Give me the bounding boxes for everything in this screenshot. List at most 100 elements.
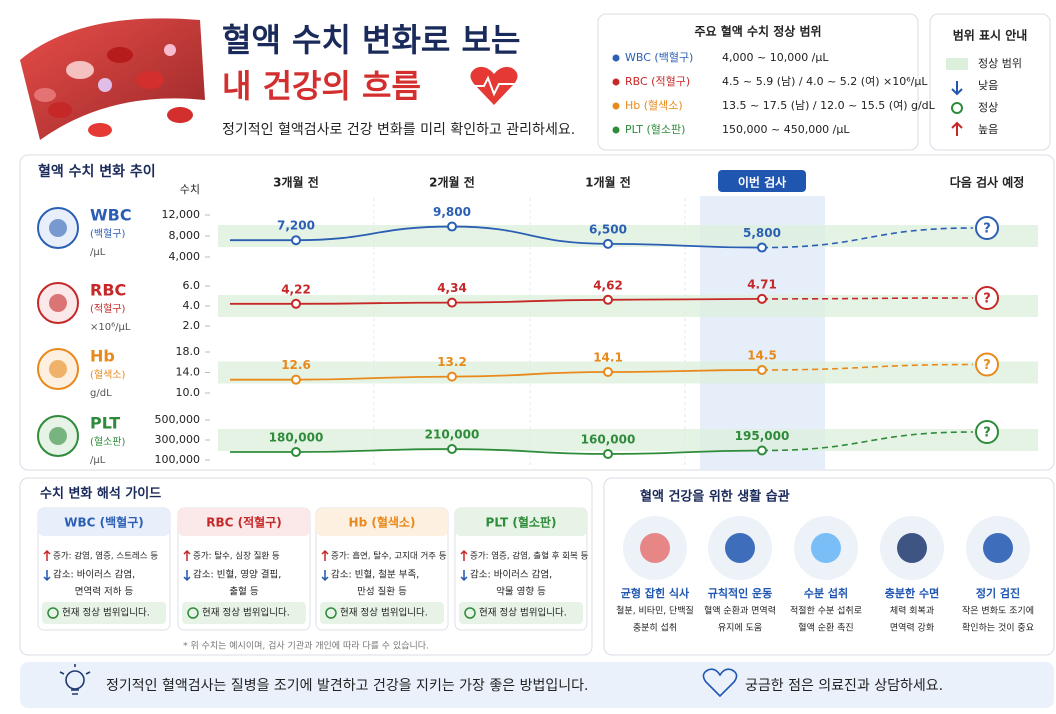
guide-status: 현재 정상 범위입니다.	[62, 607, 150, 619]
range-dot	[612, 78, 620, 86]
legend-band	[946, 58, 968, 70]
guide-card-header	[38, 508, 170, 536]
axis-label: 수치	[180, 183, 200, 196]
value-label: 14.5	[747, 348, 777, 362]
series-subtitle: (혈소판)	[90, 435, 126, 448]
habit-icon	[983, 533, 1013, 563]
data-point	[291, 374, 301, 385]
data-point	[603, 449, 613, 459]
value-label: 4.71	[747, 277, 777, 291]
range-value: 150,000 ~ 450,000 /μL	[722, 123, 850, 136]
series-line	[295, 298, 763, 305]
legend-low	[951, 81, 963, 96]
forecast-label: ?	[983, 222, 991, 237]
range-dot	[612, 54, 620, 62]
footer-left: 정기적인 혈액검사는 질병을 조기에 발견하고 건강을 지키는 가장 좋은 방법…	[106, 678, 588, 694]
data-point	[757, 364, 767, 375]
habit-desc: 면역력 강화	[890, 622, 934, 634]
legend-title: 범위 표시 안내	[953, 28, 1028, 43]
value-label: 7,200	[277, 219, 315, 233]
marker-icon-core	[49, 294, 67, 312]
down-arrow	[183, 570, 191, 582]
legend-high	[951, 121, 963, 136]
habit-name: 충분한 수면	[885, 586, 939, 600]
y-tick-label: 10.0	[176, 386, 201, 399]
status-check	[187, 607, 199, 619]
forecast-label: ?	[983, 358, 991, 373]
value-label: 4,34	[437, 281, 467, 295]
up-arrow	[460, 549, 468, 561]
legend-label: 낮음	[978, 79, 998, 92]
habit-desc: 혈액 순환과 면역력	[704, 605, 776, 617]
forecast-marker	[975, 352, 999, 377]
range-value: 4.5 ~ 5.9 (남) / 4.0 ~ 5.2 (여) ×10⁶/μL	[722, 75, 928, 88]
category-label: 3개월 전	[273, 175, 319, 190]
series-line	[295, 369, 763, 381]
value-label: 195,000	[735, 429, 790, 443]
series-line	[295, 225, 763, 249]
guide-status: 현재 정상 범위입니다.	[202, 607, 290, 619]
series-line	[295, 448, 763, 455]
value-label: 210,000	[425, 428, 480, 442]
data-point	[447, 371, 457, 382]
subtitle: 정기적인 혈액검사로 건강 변화를 미리 확인하고 관리하세요.	[222, 122, 575, 138]
forecast-line	[761, 363, 974, 371]
guide-note: * 위 수치는 예시이며, 검사 기관과 개인에 따라 다를 수 있습니다.	[183, 640, 429, 652]
habit-icon	[725, 533, 755, 563]
data-point	[603, 294, 613, 305]
y-tick-label: 500,000	[155, 413, 201, 426]
status-box	[42, 602, 166, 624]
marker-icon-core	[49, 219, 67, 237]
habit-desc: 체력 회복과	[890, 605, 934, 617]
y-tick-label: 8,000	[169, 229, 201, 242]
guide-up: 증가: 감염, 염증, 스트레스 등	[53, 551, 158, 562]
value-label: 4,22	[281, 282, 311, 296]
series-subtitle: (적혈구)	[90, 302, 126, 315]
guide-down: 약물 영향 등	[496, 586, 546, 598]
range-name: RBC (적혈구)	[625, 74, 690, 88]
habit-name: 규칙적인 운동	[708, 586, 773, 600]
legend-label: 높음	[978, 123, 998, 136]
guide-up: 증가: 흡연, 탈수, 고지대 거주 등	[331, 551, 447, 562]
ranges-panel	[597, 13, 919, 151]
series-unit: /μL	[90, 247, 106, 258]
range-dot	[612, 102, 620, 110]
guide-card-header	[178, 508, 310, 536]
guide-card-name: Hb (혈색소)	[349, 515, 416, 530]
habit-desc: 유지에 도움	[718, 623, 762, 634]
range-name: Hb (혈색소)	[625, 98, 683, 112]
up-arrow	[183, 549, 191, 561]
footer-right: 궁금한 점은 의료진과 상담하세요.	[745, 678, 943, 694]
y-tick-label: 2.0	[183, 319, 201, 332]
guide-down: 감소: 빈혈, 철분 부족,	[331, 569, 419, 581]
series-subtitle: (혈색소)	[90, 368, 126, 381]
y-tick-label: 18.0	[176, 345, 201, 358]
title-line1: 혈액 수치 변화로 보는	[222, 21, 520, 59]
value-label: 12.6	[281, 358, 311, 372]
forecast-label: ?	[983, 292, 991, 307]
series-unit: g/dL	[90, 388, 112, 399]
data-point	[447, 444, 457, 454]
down-arrow	[321, 570, 329, 582]
y-tick-label: 6.0	[183, 279, 201, 292]
legend-label: 정상 범위	[978, 57, 1022, 70]
habit-desc: 혈액 순환 촉진	[798, 622, 853, 634]
status-check	[464, 607, 476, 619]
habit-name: 균형 잡힌 식사	[621, 586, 690, 600]
guide-status: 현재 정상 범위입니다.	[479, 607, 567, 619]
data-point	[757, 242, 767, 253]
data-point	[757, 293, 767, 304]
series-subtitle: (백혈구)	[90, 227, 126, 240]
category-label: 이번 검사	[738, 175, 786, 190]
value-label: 9,800	[433, 205, 471, 219]
y-tick-label: 4,000	[169, 250, 201, 263]
range-dot	[612, 126, 620, 134]
guide-card-header	[455, 508, 587, 536]
guide-down: 면역력 저하 등	[75, 586, 134, 598]
guide-down: 감소: 바이러스 감염,	[53, 569, 135, 581]
guide-card-header	[316, 508, 448, 536]
value-label: 160,000	[581, 433, 636, 447]
category-label: 다음 검사 예정	[950, 175, 1025, 190]
y-tick-label: 12,000	[162, 208, 201, 221]
